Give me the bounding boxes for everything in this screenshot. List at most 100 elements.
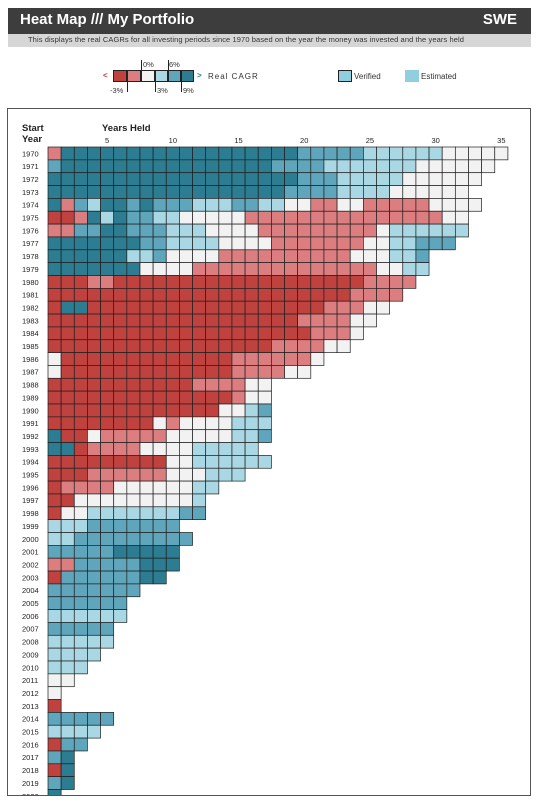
heat-cell — [179, 275, 193, 289]
heat-cell — [192, 429, 207, 443]
heat-cell — [113, 377, 128, 392]
heat-cell — [231, 262, 246, 276]
heat-cell — [60, 596, 75, 610]
heat-cell — [192, 352, 207, 366]
heat-cell — [47, 660, 62, 675]
heat-cell — [192, 185, 207, 199]
heat-cell — [336, 288, 351, 302]
heat-cell — [47, 455, 62, 469]
heat-cell — [336, 185, 351, 199]
heat-cell — [179, 236, 193, 251]
heat-cell — [257, 159, 272, 174]
heat-cell — [179, 326, 193, 341]
heat-cell — [113, 480, 128, 495]
heat-cell — [336, 313, 351, 328]
heat-cell — [100, 377, 115, 392]
heat-cell — [468, 198, 482, 212]
heat-cell — [402, 159, 417, 174]
heat-cell — [336, 300, 351, 315]
x-tick-label: 35 — [497, 136, 505, 145]
heat-cell — [126, 339, 141, 353]
heat-cell — [349, 146, 364, 161]
heat-cell — [113, 352, 128, 366]
heat-cell — [231, 288, 246, 302]
heat-cell — [231, 326, 246, 341]
heat-cell — [87, 467, 101, 482]
heat-cell — [139, 506, 154, 520]
heat-cell — [271, 223, 285, 238]
heat-cell — [231, 159, 246, 174]
heat-cell — [165, 506, 180, 520]
heat-cell — [126, 455, 141, 469]
legend-tick-line — [155, 82, 156, 92]
heat-cell — [179, 429, 193, 443]
heat-cell — [47, 622, 62, 636]
heat-cell — [271, 326, 285, 341]
heat-cell — [139, 557, 154, 572]
heat-cell — [428, 185, 443, 199]
heat-cell — [297, 159, 312, 174]
heat-cell — [297, 326, 312, 341]
heat-cell — [152, 275, 167, 289]
heat-cell — [257, 172, 272, 186]
heat-cell — [284, 172, 299, 186]
heat-cell — [415, 172, 430, 186]
heat-cell — [454, 210, 469, 225]
y-tick-label: 1972 — [22, 175, 39, 184]
legend-scale-title: Real CAGR — [208, 72, 259, 81]
heat-cell — [60, 210, 75, 225]
heat-cell — [244, 262, 259, 276]
heat-cell — [47, 493, 62, 508]
heat-cell — [100, 583, 115, 598]
heat-cell — [47, 724, 62, 739]
heat-cell — [192, 300, 207, 315]
heat-cell — [218, 455, 233, 469]
heat-cell — [139, 442, 154, 456]
heat-cell — [231, 198, 246, 212]
heat-cell — [152, 300, 167, 315]
heat-cell — [60, 647, 75, 662]
heat-cell — [244, 159, 259, 174]
heat-cell — [165, 249, 180, 264]
legend-verified-label: Verified — [354, 72, 381, 81]
heat-cell — [73, 429, 88, 443]
heat-cell — [87, 146, 101, 161]
heat-cell — [389, 275, 404, 289]
heat-cell — [60, 557, 75, 572]
heat-cell — [139, 339, 154, 353]
heat-cell — [47, 596, 62, 610]
y-tick-label: 2009 — [22, 650, 39, 659]
heat-cell — [139, 313, 154, 328]
heat-cell — [113, 210, 128, 225]
heat-cell — [165, 210, 180, 225]
heat-cell — [165, 480, 180, 495]
heat-cell — [87, 570, 101, 585]
heat-cell — [441, 185, 456, 199]
heat-cell — [454, 185, 469, 199]
heat-cell — [73, 172, 88, 186]
heat-cell — [113, 326, 128, 341]
heat-cell — [139, 429, 154, 443]
heat-cell — [165, 403, 180, 418]
heat-cell — [60, 570, 75, 585]
heat-cell — [179, 416, 193, 431]
y-tick-label: 1973 — [22, 188, 39, 197]
heat-cell — [231, 377, 246, 392]
heat-cell — [389, 288, 404, 302]
heat-cell — [60, 455, 75, 469]
heat-cell — [257, 223, 272, 238]
y-tick-label: 1995 — [22, 471, 39, 480]
heat-cell — [87, 198, 101, 212]
legend-tick-label: -3% — [110, 86, 124, 95]
heat-cell — [87, 339, 101, 353]
heat-cell — [468, 146, 482, 161]
heat-cell — [376, 185, 390, 199]
heat-cell — [165, 185, 180, 199]
heat-cell — [165, 442, 180, 456]
heat-cell — [126, 236, 141, 251]
heat-cell — [389, 185, 404, 199]
heat-cell — [284, 365, 299, 379]
y-tick-label: 1999 — [22, 522, 39, 531]
heat-cell — [126, 262, 141, 276]
heat-cell — [349, 262, 364, 276]
